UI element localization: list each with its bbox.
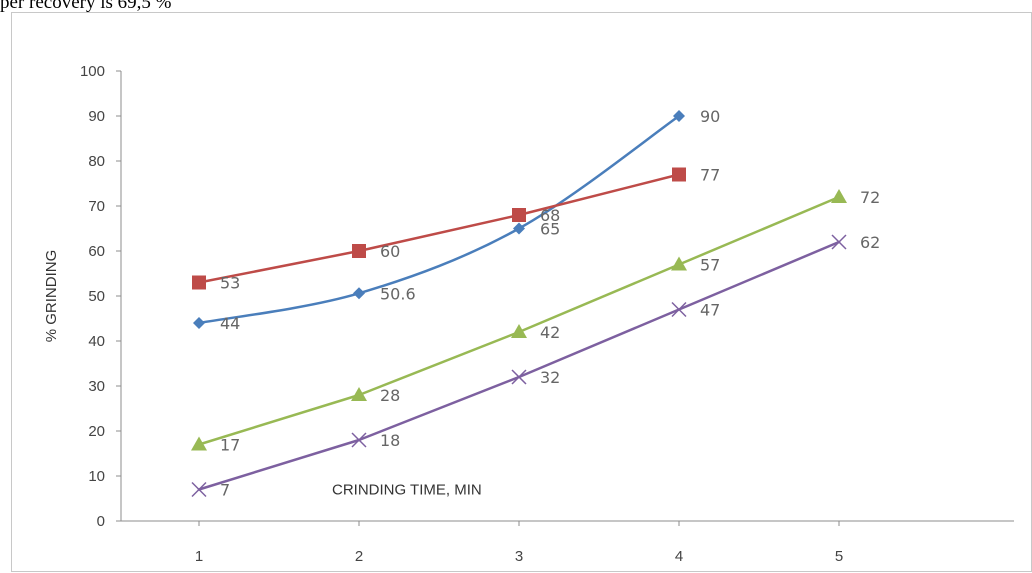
series-3-point [671,256,687,271]
series-3-point [511,324,527,338]
y-tick-label: 10 [88,468,105,485]
series-3-point [831,189,847,203]
y-tick-label: 30 [88,378,105,395]
series-2-data-label: 77 [700,166,720,185]
series-4-point [831,234,847,250]
series-3-data-label: 17 [220,436,240,455]
series-1-point [193,317,205,329]
y-tick-label: 50 [88,288,105,305]
series-4-data-label: 18 [380,431,400,450]
series-4-data-label: 62 [860,233,880,252]
y-tick-label: 100 [80,63,105,80]
series-1-point [673,110,685,122]
series-4-point [351,432,367,448]
series-1-data-label: 90 [700,107,720,126]
line-chart: 0 10 20 30 40 50 60 70 80 90 100 1 2 3 4 5 % GRINDING CRI… [43,63,1014,565]
series-2-point [352,244,366,258]
series-1-data-label: 50.6 [380,284,416,303]
series-1-data-label: 44 [220,314,240,333]
series-3-data-label: 57 [700,256,720,275]
series-3-data-label: 72 [860,188,880,207]
series-2-line [197,173,681,284]
series-2-data-label: 68 [540,206,560,225]
x-tick-label: 2 [355,548,363,565]
x-tick-label: 5 [835,548,843,565]
y-tick-label: 0 [97,513,105,530]
figure-caption: per recovery is 69,5 % [0,0,172,13]
series-1-point [353,287,365,300]
y-tick-label: 20 [88,423,105,440]
series-2-point [512,208,526,222]
series-2-data-label: 60 [380,242,400,261]
y-tick-label: 40 [88,333,105,350]
x-tick-label: 1 [195,548,203,565]
series-2-point [192,275,206,290]
series-4-point [671,301,687,318]
series-4-data-label: 7 [220,481,230,500]
series-2-point [672,167,686,182]
x-tick-label: 3 [515,548,523,565]
series-1-line [197,114,681,325]
y-tick-label: 80 [88,153,105,170]
series-4-data-label: 32 [540,368,560,387]
series-4-point [511,369,527,385]
y-tick-label: 70 [88,198,105,215]
series-3-data-label: 42 [540,323,560,342]
x-axis-title: CRINDING TIME, MIN [332,482,482,499]
series-1-point [513,222,525,235]
chart-frame: 0 10 20 30 40 50 60 70 80 90 100 1 2 3 4 5 % GRINDING CRI… [11,12,1032,572]
x-tick-label: 4 [675,548,683,565]
series-1-data-label: 65 [540,220,560,239]
y-tick-label: 60 [88,243,105,260]
y-axis-title: % GRINDING [43,250,60,343]
series-4-data-label: 47 [700,301,720,320]
y-tick-label: 90 [88,108,105,125]
series-4-point [191,481,207,498]
series-4-line [197,240,841,491]
series-3-point [191,436,207,451]
series-2-data-label: 53 [220,274,240,293]
series-3-point [351,387,367,401]
series-3-data-label: 28 [380,386,400,405]
